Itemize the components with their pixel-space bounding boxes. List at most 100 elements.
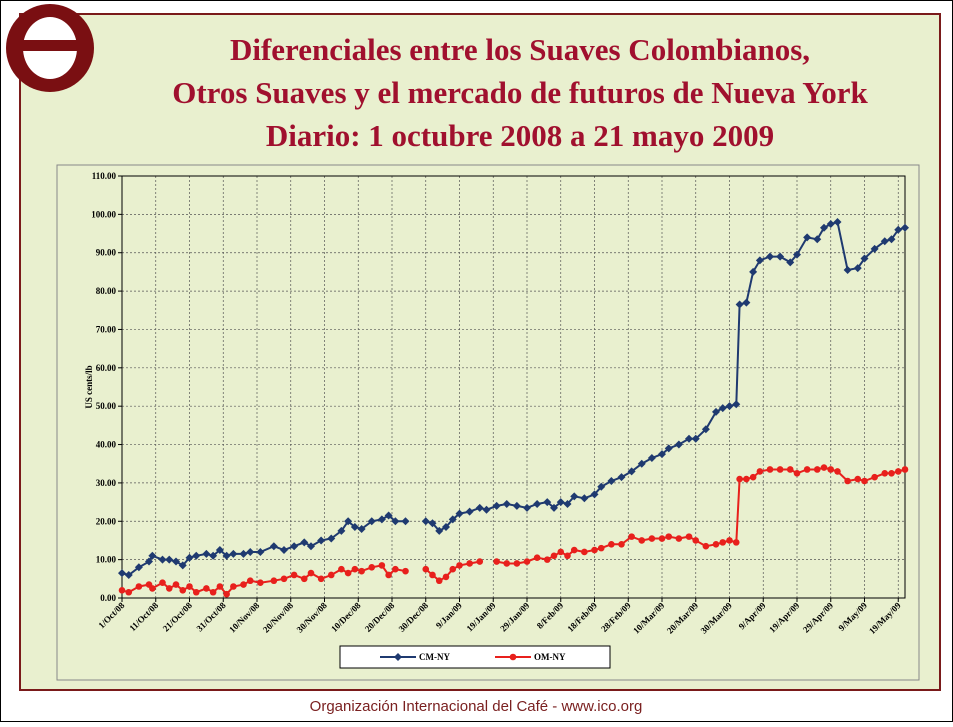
legend-marker	[394, 653, 402, 661]
data-point	[658, 450, 666, 459]
data-point	[118, 587, 126, 594]
data-point	[192, 588, 200, 596]
data-point	[844, 477, 851, 485]
data-point	[222, 551, 231, 560]
data-point	[887, 235, 896, 244]
data-point	[894, 225, 903, 234]
data-point	[597, 544, 605, 552]
data-point	[475, 503, 484, 512]
data-point	[344, 569, 352, 577]
data-point	[597, 482, 606, 491]
data-point	[648, 535, 656, 542]
data-point	[134, 563, 143, 572]
data-point	[223, 590, 230, 598]
data-point	[307, 569, 315, 577]
data-point	[702, 542, 710, 550]
plot: 0.00 10.00 20.00 30.00 40.00 50.00 60.00 70.00 8…	[91, 171, 909, 669]
plot-area	[122, 176, 905, 598]
data-point	[557, 548, 565, 556]
data-point	[401, 517, 410, 526]
data-point	[216, 583, 224, 590]
data-point	[712, 407, 720, 416]
data-point	[385, 571, 392, 579]
data-point	[344, 517, 353, 526]
data-point	[465, 507, 474, 516]
data-point	[402, 567, 409, 575]
data-point	[327, 571, 335, 579]
plot-border	[121, 175, 906, 599]
data-point	[307, 542, 315, 551]
data-point	[820, 223, 828, 232]
data-point	[466, 560, 473, 567]
data-point	[435, 577, 443, 585]
title-line: Diario: 1 octubre 2008 a 21 mayo 2009	[266, 118, 774, 153]
y-tick-label: 10.00	[96, 555, 117, 565]
data-point	[719, 539, 727, 546]
data-point	[803, 233, 812, 242]
data-point	[570, 546, 578, 554]
legend-box	[339, 645, 611, 669]
data-point	[766, 252, 774, 261]
data-point	[269, 542, 278, 551]
data-point	[870, 244, 879, 253]
data-point	[257, 579, 264, 586]
data-point	[718, 404, 727, 413]
data-point	[742, 298, 751, 307]
data-point	[209, 551, 218, 560]
data-point	[118, 569, 126, 578]
data-point	[776, 466, 784, 473]
data-point	[215, 546, 224, 555]
data-point	[280, 546, 288, 555]
data-point	[570, 492, 579, 501]
data-point	[435, 526, 444, 535]
data-point	[502, 500, 511, 509]
data-point	[300, 575, 308, 583]
data-point	[617, 473, 626, 482]
data-point	[725, 402, 734, 411]
data-point	[766, 466, 774, 473]
logo	[6, 4, 94, 92]
data-point	[888, 470, 895, 477]
data-point	[533, 554, 541, 562]
data-point	[203, 585, 210, 592]
data-point	[422, 565, 430, 573]
data-point	[732, 400, 741, 409]
data-point	[607, 476, 616, 485]
data-point	[337, 526, 346, 535]
data-point	[813, 466, 821, 473]
data-point	[186, 583, 193, 590]
data-point	[476, 558, 484, 565]
data-point	[135, 583, 143, 590]
data-point	[202, 549, 211, 558]
data-point	[732, 539, 740, 546]
data-point	[317, 536, 326, 545]
data-point	[124, 570, 133, 579]
data-point	[158, 555, 167, 564]
data-point	[442, 573, 450, 581]
data-point	[608, 540, 615, 548]
data-point	[735, 300, 744, 309]
data-point	[178, 561, 187, 570]
data-point	[675, 535, 683, 542]
data-point	[743, 475, 750, 483]
data-point	[327, 534, 336, 543]
data-point	[270, 577, 278, 585]
data-point	[820, 464, 828, 471]
data-point	[871, 473, 878, 481]
data-point	[290, 542, 299, 551]
data-point	[550, 503, 558, 512]
y-tick-label: 30.00	[96, 478, 117, 488]
data-point	[853, 264, 862, 273]
data-point	[834, 468, 841, 475]
footer: Organización Internacional del Café - ww…	[310, 698, 643, 715]
data-point	[880, 237, 889, 246]
data-point	[350, 523, 359, 532]
data-point	[449, 565, 457, 573]
data-point	[367, 517, 376, 526]
data-point	[456, 562, 463, 569]
data-point	[240, 581, 247, 588]
y-tick-label: 50.00	[96, 401, 117, 411]
data-point	[378, 562, 386, 569]
data-point	[843, 265, 852, 274]
